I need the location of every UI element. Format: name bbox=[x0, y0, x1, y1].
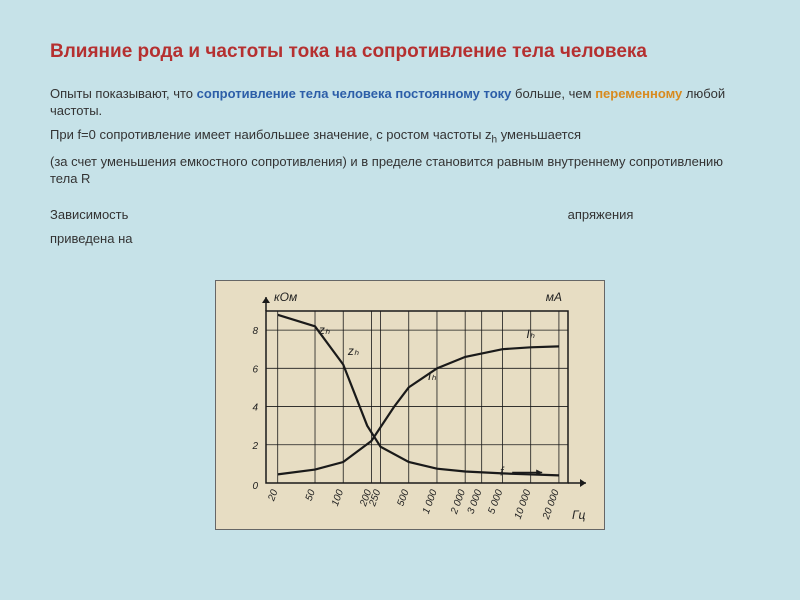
paragraph-3: (за счет уменьшения емкостного сопротивл… bbox=[50, 153, 750, 188]
svg-text:Гц: Гц bbox=[572, 508, 586, 522]
svg-text:Iₕ: Iₕ bbox=[428, 369, 436, 383]
svg-text:0: 0 bbox=[252, 481, 258, 492]
svg-text:500: 500 bbox=[396, 488, 412, 508]
svg-text:20 000: 20 000 bbox=[541, 488, 562, 522]
title: Влияние рода и частоты тока на сопротивл… bbox=[50, 40, 750, 65]
p1-e: больше, чем bbox=[511, 86, 595, 101]
svg-text:Iₕ: Iₕ bbox=[526, 327, 534, 341]
svg-text:4: 4 bbox=[252, 403, 258, 414]
svg-text:50: 50 bbox=[304, 488, 318, 503]
p2-a: При f=0 сопротивление имеет наибольшее з… bbox=[50, 127, 492, 142]
svg-text:20: 20 bbox=[266, 488, 281, 504]
p1-b: сопротивление тела человека bbox=[197, 86, 392, 101]
p1-a: Опыты показывают, что bbox=[50, 86, 197, 101]
svg-text:8: 8 bbox=[252, 326, 258, 337]
svg-text:2: 2 bbox=[251, 441, 258, 452]
svg-text:f: f bbox=[500, 464, 505, 478]
p4-b: апряжения bbox=[568, 207, 634, 222]
svg-text:5 000: 5 000 bbox=[486, 488, 505, 516]
p4-a: Зависимость bbox=[50, 207, 128, 222]
impedance-chart: 2468020501002002505001 0002 0003 0005 00… bbox=[215, 280, 605, 530]
svg-text:100: 100 bbox=[330, 488, 346, 508]
svg-text:zₕ: zₕ bbox=[347, 344, 359, 358]
paragraph-4: Зависимость апряжения bbox=[50, 206, 750, 224]
svg-text:кОм: кОм bbox=[274, 290, 297, 304]
p1-d: постоянному току bbox=[395, 86, 511, 101]
svg-text:6: 6 bbox=[252, 364, 258, 375]
svg-text:мА: мА bbox=[546, 290, 562, 304]
chart-svg: 2468020501002002505001 0002 0003 0005 00… bbox=[216, 281, 606, 531]
paragraph-1: Опыты показывают, что сопротивление тела… bbox=[50, 85, 750, 120]
svg-text:zₕ: zₕ bbox=[318, 323, 330, 337]
p2-b: уменьшается bbox=[497, 127, 581, 142]
p1-f: переменному bbox=[595, 86, 682, 101]
svg-text:10 000: 10 000 bbox=[513, 488, 534, 521]
paragraph-2: При f=0 сопротивление имеет наибольшее з… bbox=[50, 126, 750, 147]
svg-text:1 000: 1 000 bbox=[421, 488, 440, 516]
svg-text:3 000: 3 000 bbox=[466, 488, 485, 516]
paragraph-5: приведена на bbox=[50, 230, 750, 248]
